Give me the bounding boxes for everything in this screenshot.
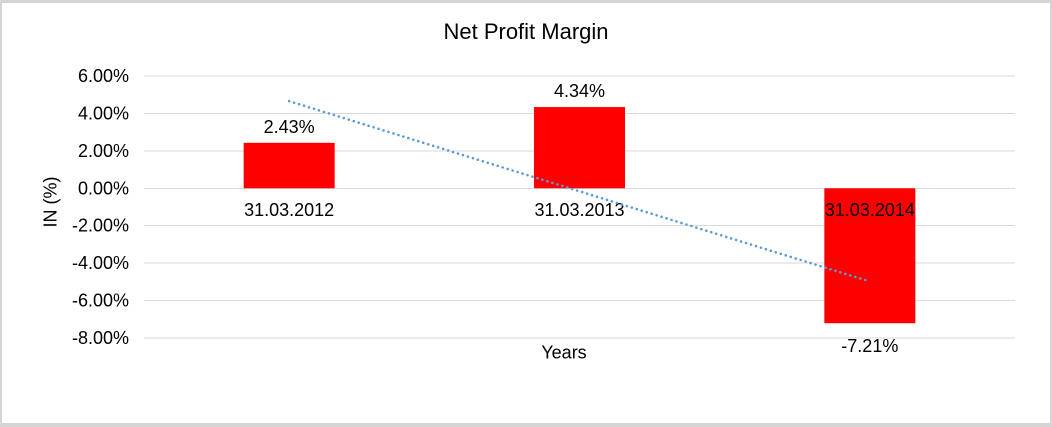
y-tick-label: -8.00% <box>72 328 129 348</box>
x-tick-label: 31.03.2012 <box>244 200 334 220</box>
y-tick-label: -2.00% <box>72 216 129 236</box>
bar <box>243 142 335 189</box>
x-tick-label: 31.03.2014 <box>825 200 915 220</box>
y-axis-title: IN (%) <box>40 176 61 228</box>
y-tick-label: 6.00% <box>78 66 129 86</box>
y-tick-label: 0.00% <box>78 178 129 198</box>
plot-area: 6.00% 4.00% 2.00% 0.00% -2.00% -4.00% -6.00% -8… <box>72 66 1015 356</box>
y-tick-label: 2.00% <box>78 141 129 161</box>
chart-title: Net Profit Margin <box>443 19 609 44</box>
x-tick-label: 31.03.2013 <box>534 200 624 220</box>
bar <box>534 107 625 189</box>
bar <box>824 188 916 324</box>
x-axis-title: Years <box>541 342 587 363</box>
data-label: -7.21% <box>841 336 898 356</box>
y-tick-label: -6.00% <box>72 291 129 311</box>
data-label: 4.34% <box>554 81 605 101</box>
y-tick-label: 4.00% <box>78 103 129 123</box>
data-label: 2.43% <box>264 117 315 137</box>
y-tick-label: -4.00% <box>72 253 129 273</box>
